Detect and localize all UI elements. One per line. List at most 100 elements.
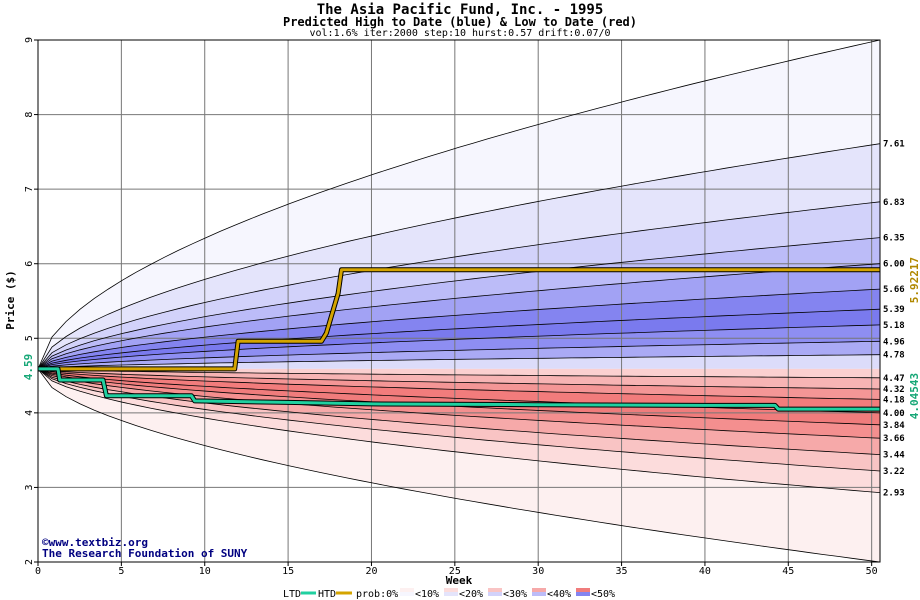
quantile-value-label: 4.47 [883, 374, 905, 384]
legend-swatch-high [532, 592, 546, 596]
quantile-value-label: 4.00 [883, 409, 905, 419]
y-tick-label: 8 [24, 112, 35, 118]
chart-title: The Asia Pacific Fund, Inc. - 1995 [316, 2, 604, 18]
y-tick-label: 4 [24, 410, 35, 416]
quantile-value-label: 5.18 [883, 321, 905, 331]
low-probability-band [38, 368, 880, 439]
legend-bucket-label: <30% [503, 589, 527, 600]
legend-prob-label: prob:0% [356, 589, 398, 600]
legend-swatch-high [444, 592, 458, 596]
high-probability-band [38, 324, 880, 369]
quantile-line [37, 368, 881, 379]
htd-line [38, 268, 880, 371]
y-tick-label: 2 [24, 559, 35, 565]
probability-bands [38, 40, 880, 562]
quantile-line [37, 368, 881, 563]
legend-swatch-high [488, 592, 502, 596]
legend-swatch-low [576, 588, 590, 592]
quantile-value-label: 6.35 [883, 234, 905, 244]
x-tick-label: 30 [532, 566, 544, 577]
x-tick-label: 35 [616, 566, 628, 577]
low-probability-band [38, 368, 880, 493]
low-probability-band [38, 368, 880, 378]
legend-bucket-label: <40% [547, 589, 571, 600]
grid-lines [37, 39, 880, 563]
quantile-value-label: 2.93 [883, 489, 905, 499]
y-tick-label: 5 [24, 335, 35, 341]
quantile-value-label: 6.83 [883, 198, 905, 208]
low-probability-band [38, 368, 880, 562]
quantile-line [37, 143, 881, 370]
quantile-value-label: 7.61 [883, 140, 905, 150]
quantile-line [37, 288, 881, 370]
low-probability-band [38, 368, 880, 413]
x-tick-label: 5 [118, 566, 124, 577]
quantile-line [37, 201, 881, 370]
legend: LTD HTD prob:0% <10% <20% <30% <40% <50% [283, 588, 615, 600]
quantile-line [37, 368, 881, 493]
y-tick-label: 9 [24, 37, 35, 43]
x-tick-label: 40 [699, 566, 711, 577]
start-price-label: 4.59 [22, 354, 35, 381]
quantile-line [37, 368, 881, 390]
legend-swatch-high [400, 592, 414, 596]
quantile-line [37, 263, 881, 370]
quantile-value-label: 5.66 [883, 285, 905, 295]
quantile-value-label: 5.39 [883, 305, 905, 315]
quantile-value-label: 4.96 [883, 337, 905, 347]
x-tick-label: 50 [866, 566, 878, 577]
chart-subtitle: Predicted High to Date (blue) & Low to D… [282, 15, 637, 29]
low-probability-band [38, 368, 880, 471]
legend-bucket-label: <50% [591, 589, 615, 600]
high-probability-band [38, 201, 880, 369]
quantile-line [37, 39, 881, 370]
low-probability-band [38, 368, 880, 400]
quantile-line [37, 237, 881, 370]
y-tick-label: 6 [24, 261, 35, 267]
high-probability-band [38, 289, 880, 369]
legend-swatch-low [444, 588, 458, 592]
legend-swatch-low [532, 588, 546, 592]
quantile-line [37, 368, 881, 400]
legend-htd-label: HTD [318, 589, 336, 600]
low-probability-band [38, 368, 880, 425]
watermark-url: ©www.textbiz.org [42, 536, 148, 549]
htd-final-value: 5.92217 [908, 257, 920, 303]
high-probability-band [38, 263, 880, 369]
plot-frame [37, 39, 881, 563]
watermark: ©www.textbiz.org The Research Foundation… [42, 536, 248, 560]
quantile-line [37, 368, 881, 414]
series-lines [38, 267, 880, 412]
chart-parameters: vol:1.6% iter:2000 step:10 hurst:0.57 dr… [309, 28, 611, 39]
quantile-value-label: 3.84 [883, 421, 905, 431]
legend-swatch-low [400, 588, 414, 592]
ltd-line [38, 367, 880, 411]
high-probability-band [38, 354, 880, 369]
x-tick-label: 45 [782, 566, 794, 577]
quantile-line [37, 340, 881, 370]
y-axis-label: Price ($) [4, 270, 17, 330]
x-tick-label: 20 [365, 566, 377, 577]
quantile-value-label: 4.78 [883, 351, 905, 361]
quantile-line [37, 368, 881, 472]
quantile-line [37, 354, 881, 370]
legend-ltd-label: LTD [283, 589, 301, 600]
quantile-value-label: 4.18 [883, 395, 905, 405]
high-probability-band [38, 40, 880, 369]
quantile-labels: 7.61 6.83 6.35 6.00 5.66 5.39 5.18 4.96 4.78 4.47… [883, 140, 905, 499]
quantile-value-label: 6.00 [883, 260, 905, 270]
low-probability-band [38, 368, 880, 389]
legend-bucket-label: <10% [415, 589, 439, 600]
low-probability-band [38, 368, 880, 455]
y-tick-label: 3 [24, 484, 35, 490]
x-tick-label: 15 [282, 566, 294, 577]
watermark-org: The Research Foundation of SUNY [42, 547, 248, 560]
quantile-value-label: 3.22 [883, 467, 905, 477]
legend-bucket-label: <20% [459, 589, 483, 600]
legend-swatch-high [576, 592, 590, 596]
x-tick-label: 10 [199, 566, 211, 577]
quantile-line [37, 308, 881, 370]
quantile-value-label: 3.66 [883, 434, 905, 444]
